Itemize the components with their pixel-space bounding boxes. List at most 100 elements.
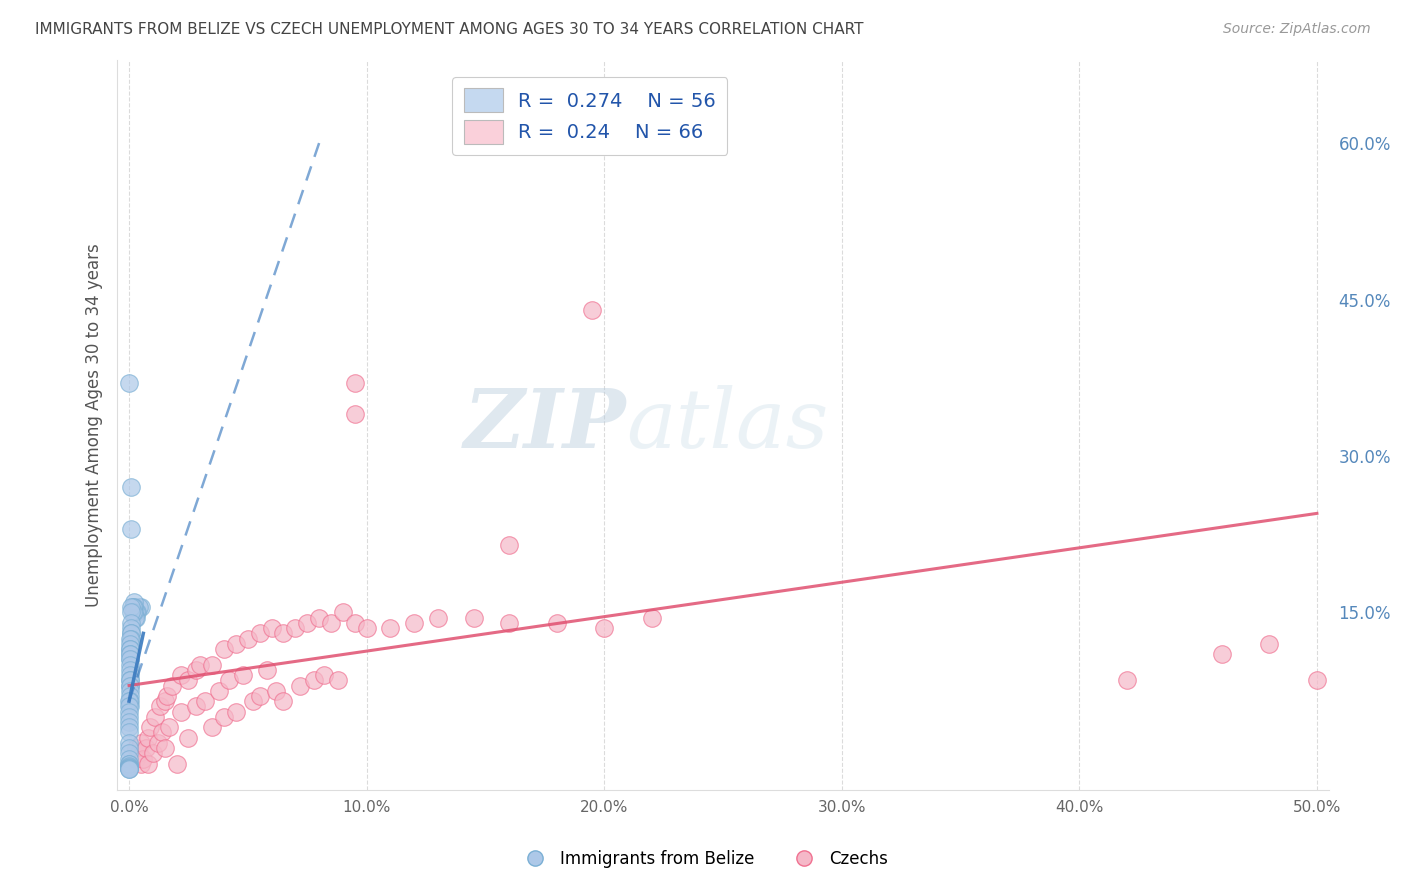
Point [118,761,141,775]
Point [120,626,142,640]
Point [184,699,207,714]
Point [356,621,378,635]
Point [118,694,141,708]
Point [149,699,172,714]
Point [118,668,141,682]
Point [120,652,142,666]
Point [426,611,449,625]
Point [170,705,193,719]
Point [118,736,141,750]
Point [118,652,141,666]
Point [135,741,157,756]
Point [208,683,231,698]
Point [122,595,145,609]
Legend: R =  0.274    N = 56, R =  0.24    N = 66: R = 0.274 N = 56, R = 0.24 N = 66 [451,77,727,155]
Point [118,751,141,765]
Point [120,637,142,651]
Legend: Immigrants from Belize, Czechs: Immigrants from Belize, Czechs [512,844,894,875]
Point [260,621,283,635]
Point [297,615,319,630]
Point [120,606,142,620]
Point [120,480,142,494]
Point [128,747,150,761]
Point [125,741,148,756]
Point [232,668,254,682]
Point [1306,673,1329,688]
Point [118,376,141,390]
Point [122,600,145,615]
Point [319,615,342,630]
Point [118,720,141,734]
Point [120,647,142,661]
Point [118,756,141,771]
Point [304,673,326,688]
Point [118,705,141,719]
Point [127,606,149,620]
Point [1258,637,1281,651]
Point [498,538,520,552]
Point [120,626,142,640]
Point [343,615,366,630]
Point [118,761,141,775]
Point [581,302,603,317]
Text: ZIP: ZIP [464,384,626,465]
Point [1115,673,1137,688]
Point [343,376,366,390]
Point [136,731,159,745]
Point [256,663,278,677]
Point [118,714,141,729]
Point [120,642,142,657]
Point [249,626,271,640]
Point [125,606,148,620]
Point [129,600,152,615]
Point [118,760,141,774]
Point [118,673,141,688]
Point [218,673,240,688]
Point [641,611,664,625]
Point [118,756,141,771]
Point [273,694,295,708]
Point [136,756,159,771]
Point [118,710,141,724]
Point [273,626,295,640]
Text: Source: ZipAtlas.com: Source: ZipAtlas.com [1223,22,1371,37]
Point [121,600,143,615]
Point [326,673,349,688]
Point [212,642,235,657]
Text: atlas: atlas [626,384,828,465]
Point [380,621,402,635]
Point [284,621,307,635]
Point [120,632,142,646]
Point [160,679,183,693]
Point [201,657,224,672]
Point [143,710,166,724]
Point [132,751,155,765]
Point [121,606,143,620]
Point [129,736,152,750]
Point [170,668,193,682]
Point [236,632,259,646]
Point [124,611,146,625]
Point [146,736,169,750]
Point [308,611,330,625]
Point [153,694,176,708]
Y-axis label: Unemployment Among Ages 30 to 34 years: Unemployment Among Ages 30 to 34 years [86,243,103,607]
Point [120,642,142,657]
Point [118,647,141,661]
Point [118,673,141,688]
Point [118,657,141,672]
Point [120,615,142,630]
Point [139,720,162,734]
Point [288,679,311,693]
Point [332,606,354,620]
Point [118,694,141,708]
Point [177,673,200,688]
Point [404,615,426,630]
Point [225,637,247,651]
Point [201,720,224,734]
Point [546,615,568,630]
Point [166,756,188,771]
Point [120,621,142,635]
Point [118,663,141,677]
Point [312,668,335,682]
